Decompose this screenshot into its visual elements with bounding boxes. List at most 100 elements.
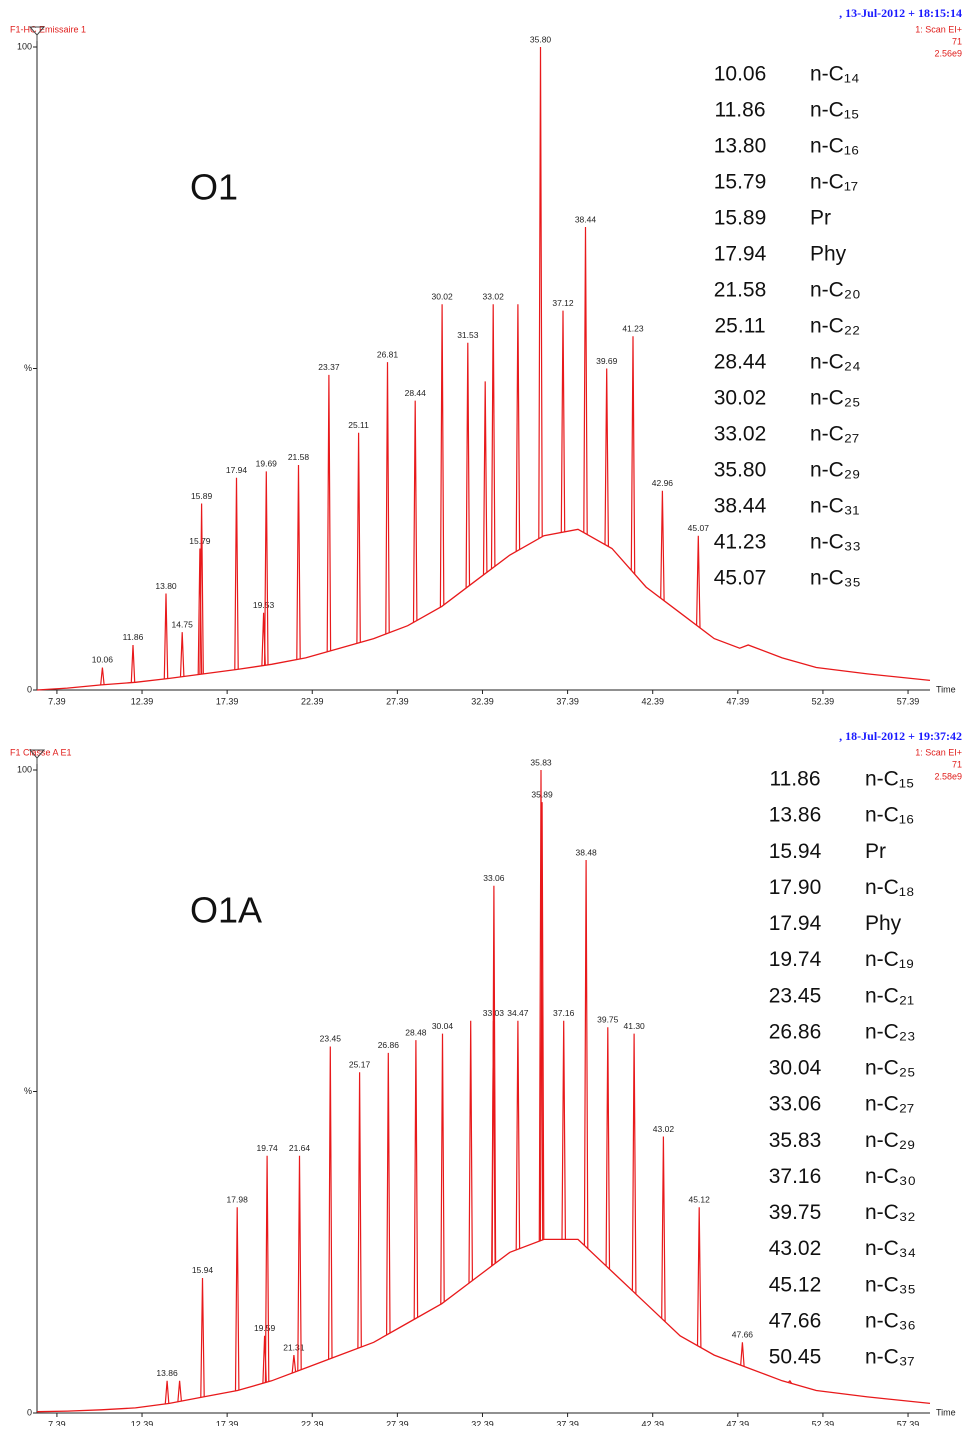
compound: Pr [810,207,831,230]
compound: n-C₂₄ [810,351,861,374]
compound: n-C₁₉ [865,948,914,971]
x-tick-label: 12.39 [131,696,154,706]
compound: n-C₂₅ [810,387,860,410]
peak-label: 43.02 [653,1124,675,1134]
peak [356,432,361,644]
peak [538,46,543,539]
retention-time: 30.02 [714,387,767,410]
peak [412,400,418,623]
compound: n-C₃₇ [865,1346,915,1369]
compound: n-C₁₄ [810,63,860,86]
peak [234,477,239,670]
peak [631,1033,637,1295]
peak-label: 39.69 [596,356,618,366]
peak-label: 28.44 [405,388,427,398]
peak-label: 47.66 [732,1330,754,1340]
peak-label: 30.02 [431,291,453,301]
trace-name: F1-HC Emissaire 1 [10,24,86,34]
x-axis-label: Time [936,1407,956,1417]
compound: n-C₂₉ [810,459,860,482]
x-tick-label: 47.39 [727,696,750,706]
acquisition-date: , 13-Jul-2012 + 18:15:14 [839,6,962,20]
x-tick-label: 22.39 [301,696,324,706]
scan-mode: 1: Scan EI+ [915,747,962,757]
peak-label: 15.89 [191,491,213,501]
compound: n-C₁₆ [810,135,859,158]
peak [539,802,545,1241]
x-tick-label: 52.39 [812,1419,835,1426]
retention-time: 47.66 [769,1309,822,1332]
peak-label: 35.80 [530,34,552,44]
peak-label: 21.64 [289,1143,311,1153]
peak [605,1027,611,1270]
peak-label: 35.89 [531,789,553,799]
compound: n-C₁₈ [865,876,915,899]
peak-label: 45.12 [689,1194,711,1204]
intensity: 2.56e9 [934,48,962,58]
peak [326,374,332,652]
retention-time: 15.79 [714,171,767,194]
sample-name: O1A [190,890,262,931]
peak-label: 13.86 [156,1368,178,1378]
peak [328,1046,333,1360]
peak [583,859,589,1249]
compound: n-C₂₁ [865,984,914,1007]
peak [439,304,445,608]
retention-time: 26.86 [769,1020,822,1043]
x-tick-label: 37.39 [556,1419,579,1426]
x-tick-label: 27.39 [386,1419,409,1426]
retention-time: 19.74 [769,948,822,971]
peak [199,503,204,675]
retention-time: 15.89 [714,207,767,230]
peak [560,310,566,533]
compound: n-C₂₂ [810,315,860,338]
peak-label: 19.53 [253,600,275,610]
peak [164,1380,170,1404]
retention-time: 17.94 [714,243,767,266]
peak [296,464,301,660]
peak [468,1020,473,1284]
peak-label: 33.06 [483,873,505,883]
y-tick-label: % [24,363,32,373]
retention-time: 33.02 [714,423,767,446]
peak-label: 41.30 [624,1021,646,1031]
peak-label: 21.31 [283,1342,305,1352]
peak [561,1020,566,1240]
peak [177,1380,182,1402]
peak-label: 38.48 [576,847,598,857]
retention-time: 11.86 [770,768,821,791]
retention-time: 23.45 [769,984,822,1007]
chart: F1-HC Emissaire 1 , 13-Jul-2012 + 18:15:1… [10,6,962,707]
peak-label: 28.48 [405,1027,427,1037]
retention-time: 21.58 [714,279,767,302]
x-tick-label: 37.39 [556,696,579,706]
peak-label: 41.23 [622,324,644,334]
compound: n-C₂₀ [810,279,861,302]
retention-time: 30.04 [769,1057,822,1080]
peak [787,1379,793,1384]
peak-label: 42.96 [652,478,674,488]
peak [661,1136,666,1322]
x-tick-label: 7.39 [48,1419,66,1426]
axis-marker [28,26,46,41]
x-tick-label: 42.39 [641,696,664,706]
trace-name: F1 Classe A E1 [10,747,72,757]
compound: Phy [810,243,847,266]
compound: n-C₃₀ [865,1165,916,1188]
y-tick-label: 100 [17,41,32,51]
y-tick-label: 0 [27,684,32,694]
peak-label: 38.44 [575,214,597,224]
peak-label: 34.47 [507,1008,529,1018]
peak-label: 35.83 [530,757,552,767]
compound: n-C₁₅ [810,99,859,122]
peak [179,632,185,678]
retention-time: 50.45 [769,1346,822,1369]
peak-label: 19.74 [257,1143,279,1153]
peak [130,644,136,683]
compound: n-C₂₇ [865,1093,914,1116]
retention-time: 43.02 [769,1237,822,1260]
peak-label: 11.86 [123,632,144,642]
peak-label: 26.81 [377,349,399,359]
retention-time: 17.94 [769,912,822,935]
